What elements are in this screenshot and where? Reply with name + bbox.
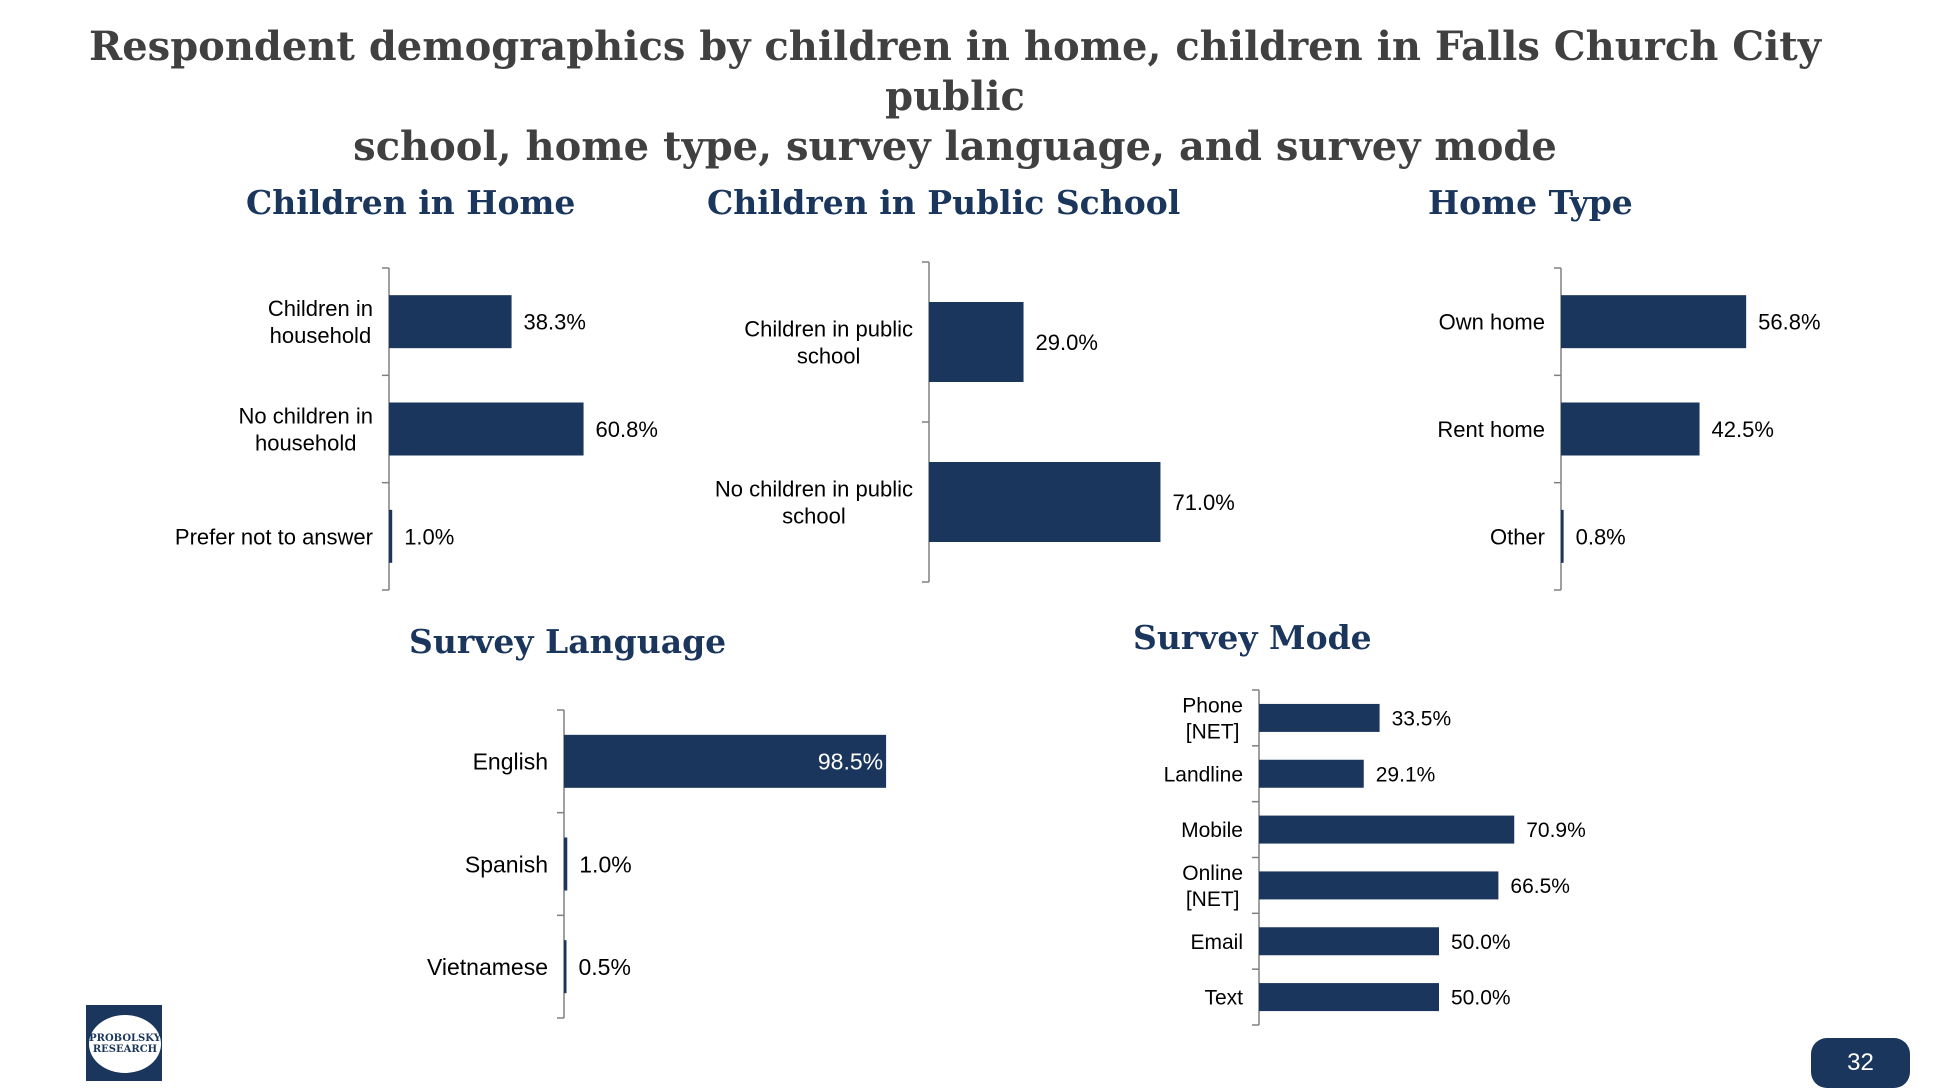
chart-4-category-label: Email	[1190, 931, 1243, 954]
chart-4-data-label: 33.5%	[1392, 707, 1452, 730]
chart-2-category-label: Other	[1490, 524, 1545, 549]
logo-text-line-1: PROBOLSKY	[89, 1033, 161, 1044]
chart-3-data-label: 98.5%	[818, 749, 883, 775]
chart-3-bar	[564, 940, 567, 994]
chart-4-data-label: 70.9%	[1526, 819, 1586, 842]
page-number-badge: 32	[1811, 1038, 1910, 1088]
chart-4-category-label: Phone	[1182, 695, 1243, 718]
chart-4-category-label: [NET]	[1186, 720, 1240, 743]
chart-4-data-label: 50.0%	[1451, 931, 1511, 954]
chart-2-bar	[1561, 402, 1700, 456]
chart-2-category-label: Own home	[1439, 310, 1545, 335]
chart-0-category-label: Prefer not to answer	[175, 524, 373, 549]
chart-4-category-label: [NET]	[1186, 888, 1240, 911]
chart-title-survey-language: Survey Language	[409, 622, 727, 661]
chart-4-category-label: Text	[1204, 987, 1243, 1010]
chart-2-data-label: 56.8%	[1758, 310, 1820, 335]
chart-title-home-type: Home Type	[1428, 183, 1633, 222]
chart-1-category-label: school	[797, 343, 861, 368]
chart-3-bar	[564, 837, 568, 891]
chart-1-bar	[929, 462, 1161, 542]
chart-0-bar	[389, 402, 584, 456]
chart-1-data-label: 71.0%	[1172, 490, 1234, 515]
chart-2-category-label: Rent home	[1437, 417, 1545, 442]
chart-0-data-label: 1.0%	[404, 524, 454, 549]
chart-0-bar	[389, 295, 512, 349]
chart-4-category-label: Landline	[1164, 763, 1243, 786]
chart-0-data-label: 38.3%	[524, 310, 586, 335]
chart-3-category-label: Spanish	[465, 851, 548, 877]
chart-4-data-label: 50.0%	[1451, 987, 1511, 1010]
chart-1-data-label: 29.0%	[1036, 330, 1098, 355]
probolsky-research-logo: PROBOLSKY RESEARCH	[86, 1005, 162, 1081]
chart-title-children-in-public-school: Children in Public School	[707, 183, 1181, 222]
chart-4-category-label: Online	[1182, 862, 1243, 885]
chart-0-bar	[389, 509, 393, 563]
chart-1-category-label: school	[782, 503, 846, 528]
chart-4-bar	[1259, 927, 1439, 956]
chart-3-bar	[564, 734, 887, 788]
page-title-line-1: Respondent demographics by children in h…	[88, 23, 1821, 120]
chart-1-category-label: No children in public	[715, 477, 913, 502]
chart-3-category-label: Vietnamese	[427, 954, 548, 980]
chart-4-bar	[1259, 871, 1499, 900]
chart-3-category-label: English	[473, 749, 548, 775]
chart-0-data-label: 60.8%	[596, 417, 658, 442]
logo-text-line-2: RESEARCH	[92, 1044, 158, 1055]
chart-0-category-label: household	[255, 430, 357, 455]
chart-4-bar	[1259, 983, 1439, 1012]
chart-1-bar	[929, 302, 1024, 382]
chart-4-data-label: 29.1%	[1376, 763, 1436, 786]
chart-2-data-label: 42.5%	[1712, 417, 1774, 442]
chart-1-category-label: Children in public	[744, 317, 913, 342]
chart-4-bar	[1259, 703, 1380, 732]
chart-0-category-label: household	[270, 323, 372, 348]
chart-2-bar	[1561, 295, 1747, 349]
chart-4-bar	[1259, 815, 1515, 844]
chart-2-bar	[1561, 509, 1564, 563]
page-title-line-2: school, home type, survey language, and …	[353, 123, 1557, 170]
chart-0-category-label: No children in	[238, 404, 373, 429]
chart-title-children-in-home: Children in Home	[246, 183, 576, 222]
chart-4-data-label: 66.5%	[1510, 875, 1570, 898]
chart-3-data-label: 1.0%	[579, 851, 631, 877]
chart-4-category-label: Mobile	[1181, 819, 1243, 842]
chart-3-data-label: 0.5%	[579, 954, 631, 980]
chart-2-data-label: 0.8%	[1576, 524, 1626, 549]
chart-4-bar	[1259, 759, 1364, 788]
page-title: Respondent demographics by children in h…	[20, 22, 1890, 172]
chart-title-survey-mode: Survey Mode	[1133, 618, 1372, 657]
chart-0-category-label: Children in	[268, 296, 373, 321]
